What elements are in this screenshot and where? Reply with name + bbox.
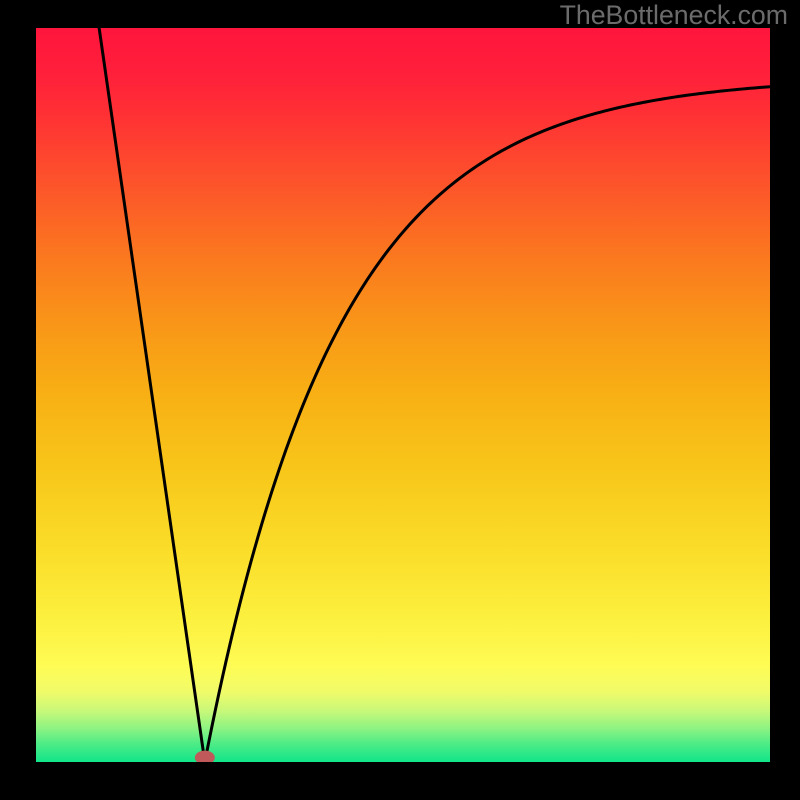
frame-left (0, 0, 36, 800)
chart-stage: TheBottleneck.com (0, 0, 800, 800)
frame-bottom (0, 762, 800, 800)
frame-right (770, 0, 800, 800)
watermark-label: TheBottleneck.com (560, 0, 788, 30)
bottleneck-chart: TheBottleneck.com (0, 0, 800, 800)
gradient-plot-area (36, 28, 770, 762)
